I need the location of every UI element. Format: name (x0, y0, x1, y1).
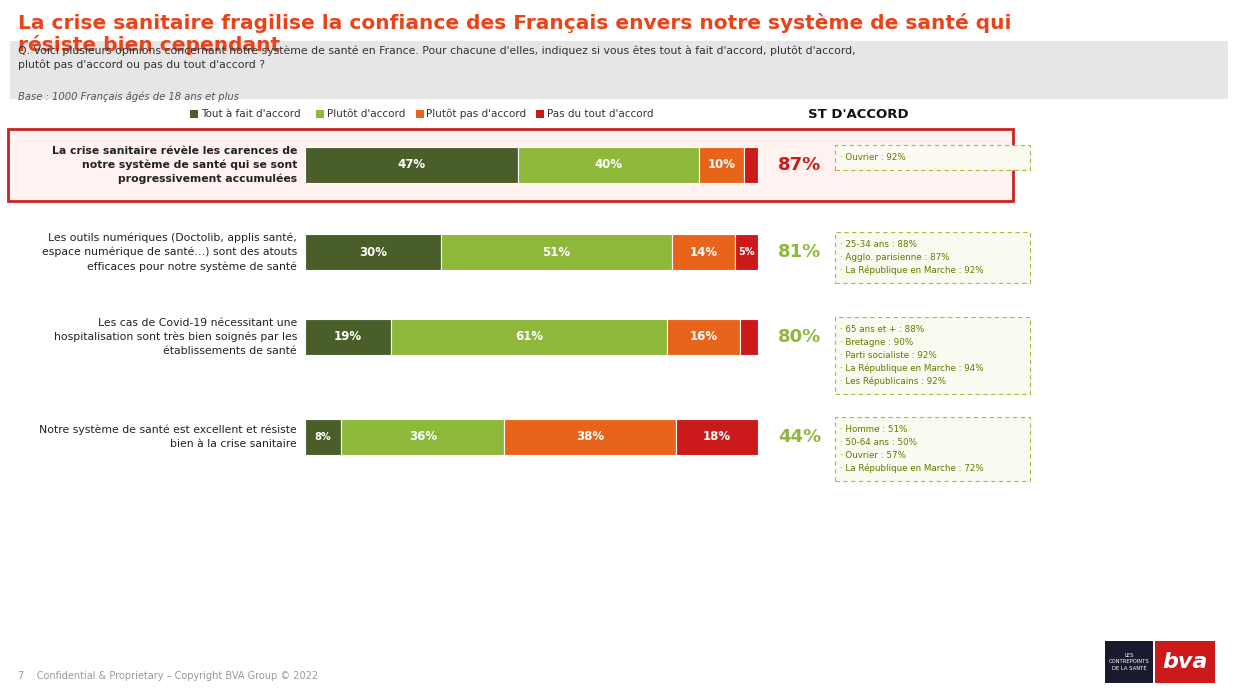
Text: · 50-64 ans : 50%: · 50-64 ans : 50% (841, 438, 917, 447)
Bar (517, 147, 699, 183)
Bar (536, 110, 545, 118)
Bar (10, 41, 1228, 99)
Text: · Ouvrier : 92%: · Ouvrier : 92% (841, 153, 906, 162)
Text: 19%: 19% (334, 331, 361, 343)
Text: 61%: 61% (515, 331, 543, 343)
Text: · Les Républicains : 92%: · Les Républicains : 92% (841, 377, 946, 386)
Text: Les outils numériques (Doctolib, applis santé,
espace numérique de santé…) sont : Les outils numériques (Doctolib, applis … (42, 232, 297, 272)
Text: Plutôt d'accord: Plutôt d'accord (327, 109, 405, 119)
Bar (667, 319, 740, 355)
Bar (342, 419, 504, 455)
Text: Base : 1000 Français âgés de 18 ans et plus: Base : 1000 Français âgés de 18 ans et p… (19, 91, 239, 101)
Text: · La République en Marche : 94%: · La République en Marche : 94% (841, 363, 984, 373)
Bar (735, 234, 758, 270)
Bar (305, 319, 391, 355)
Bar (316, 110, 324, 118)
Text: Pas du tout d'accord: Pas du tout d'accord (547, 109, 654, 119)
Bar (744, 147, 758, 183)
Bar (189, 110, 198, 118)
Text: 40%: 40% (594, 158, 623, 172)
Text: · La République en Marche : 92%: · La République en Marche : 92% (841, 265, 984, 275)
Bar (834, 145, 1030, 170)
Text: 18%: 18% (703, 430, 732, 443)
Text: 81%: 81% (777, 243, 821, 261)
Text: plutôt pas d'accord ou pas du tout d'accord ?: plutôt pas d'accord ou pas du tout d'acc… (19, 60, 265, 70)
Bar (676, 419, 758, 455)
Bar (305, 419, 342, 455)
Text: · La République en Marche : 72%: · La République en Marche : 72% (841, 464, 984, 473)
Bar (672, 234, 735, 270)
Text: résiste bien cependant: résiste bien cependant (19, 35, 280, 55)
Bar (7, 129, 1013, 201)
Text: 80%: 80% (777, 328, 821, 346)
Bar (441, 234, 672, 270)
Bar (740, 319, 758, 355)
Bar (834, 317, 1030, 394)
Text: La crise sanitaire fragilise la confiance des Français envers notre système de s: La crise sanitaire fragilise la confianc… (19, 13, 1011, 33)
Text: 16%: 16% (690, 331, 718, 343)
Text: Plutôt pas d'accord: Plutôt pas d'accord (427, 108, 526, 120)
Text: 5%: 5% (738, 247, 755, 257)
Text: · Parti socialiste : 92%: · Parti socialiste : 92% (841, 351, 937, 360)
Text: 44%: 44% (777, 428, 821, 446)
Text: · Bretagne : 90%: · Bretagne : 90% (841, 338, 914, 347)
Text: · Ouvrier : 57%: · Ouvrier : 57% (841, 451, 906, 460)
Text: LES
CONTREPOINTS
DE LA SANTÉ: LES CONTREPOINTS DE LA SANTÉ (1108, 653, 1149, 671)
Text: bva: bva (1162, 652, 1208, 672)
Bar (1155, 641, 1214, 683)
Text: 87%: 87% (777, 156, 821, 174)
Text: · Homme : 51%: · Homme : 51% (841, 425, 907, 434)
Bar (305, 234, 441, 270)
Text: Tout à fait d'accord: Tout à fait d'accord (201, 109, 301, 119)
Text: · Agglo. parisienne : 87%: · Agglo. parisienne : 87% (841, 253, 950, 262)
Text: 38%: 38% (577, 430, 604, 443)
Text: Q. Voici plusieurs opinions concernant notre système de santé en France. Pour ch: Q. Voici plusieurs opinions concernant n… (19, 45, 855, 56)
Bar (834, 417, 1030, 481)
Bar (305, 147, 517, 183)
Text: Notre système de santé est excellent et résiste
bien à la crise sanitaire: Notre système de santé est excellent et … (40, 425, 297, 449)
Text: 14%: 14% (690, 245, 718, 259)
Text: 47%: 47% (397, 158, 426, 172)
Bar (699, 147, 744, 183)
Bar (504, 419, 676, 455)
Text: 8%: 8% (314, 432, 332, 442)
Text: 36%: 36% (409, 430, 437, 443)
Text: La crise sanitaire révèle les carences de
notre système de santé qui se sont
pro: La crise sanitaire révèle les carences d… (52, 146, 297, 184)
Bar (416, 110, 423, 118)
Text: · 65 ans et + : 88%: · 65 ans et + : 88% (841, 325, 925, 334)
Bar (834, 232, 1030, 283)
Bar (1106, 641, 1153, 683)
Text: 7    Confidential & Proprietary – Copyright BVA Group © 2022: 7 Confidential & Proprietary – Copyright… (19, 671, 318, 681)
Text: 30%: 30% (359, 245, 387, 259)
Bar (391, 319, 667, 355)
Text: 10%: 10% (708, 158, 735, 172)
Text: Les cas de Covid-19 nécessitant une
hospitalisation sont très bien soignés par l: Les cas de Covid-19 nécessitant une hosp… (53, 318, 297, 356)
Text: ST D'ACCORD: ST D'ACCORD (808, 108, 909, 120)
Text: 51%: 51% (542, 245, 571, 259)
Text: · 25-34 ans : 88%: · 25-34 ans : 88% (841, 240, 917, 249)
